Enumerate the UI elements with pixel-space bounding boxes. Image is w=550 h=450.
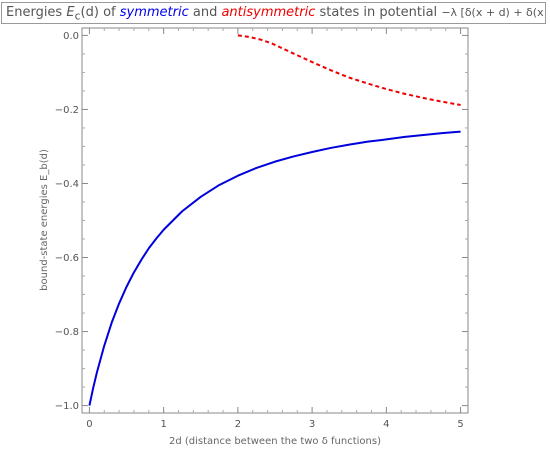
x-tick-label: 0 [86,419,92,430]
x-tick-label: 2 [235,419,241,430]
title-prefix: Energies [6,5,67,20]
title-of: of [98,5,120,20]
y-tick-label: −0.4 [55,179,79,190]
chart-title: Energies Ec(d) of symmetric and antisymm… [1,2,546,24]
x-tick-label: 5 [457,419,463,430]
title-potential: −λ [δ(x + d) + δ(x − d)] [441,6,545,19]
title-symmetric: symmetric [119,5,189,20]
y-axis-label: bound-state energies E_b(d) [39,149,50,291]
axis-ticks [82,28,468,413]
x-tick-label: 1 [160,419,166,430]
title-and: and [188,5,222,20]
title-states-in: states in potential [315,5,442,20]
x-axis-label: 2d (distance between the two δ functions… [169,436,381,447]
y-tick-label: −0.6 [55,253,79,264]
y-tick-label: −1.0 [55,401,79,412]
plot-frame [81,27,469,414]
title-energy-subscript: c [74,9,81,23]
axis-tick-labels: 0 1 2 3 4 5 0.0 −0.2 −0.4 −0.6 −0.8 −1.0 [55,31,464,430]
symmetric-curve [88,130,461,406]
title-energy-symbol: E [66,5,75,20]
title-energy-arg: (d) [80,5,99,20]
series-layer [88,34,461,406]
y-tick-label: −0.2 [55,105,79,116]
x-tick-label: 3 [309,419,315,430]
y-tick-label: 0.0 [63,31,79,42]
antisymmetric-curve [237,34,461,106]
title-antisymmetric: antisymmetric [221,5,316,20]
y-tick-label: −0.8 [55,327,79,338]
x-tick-label: 4 [383,419,389,430]
